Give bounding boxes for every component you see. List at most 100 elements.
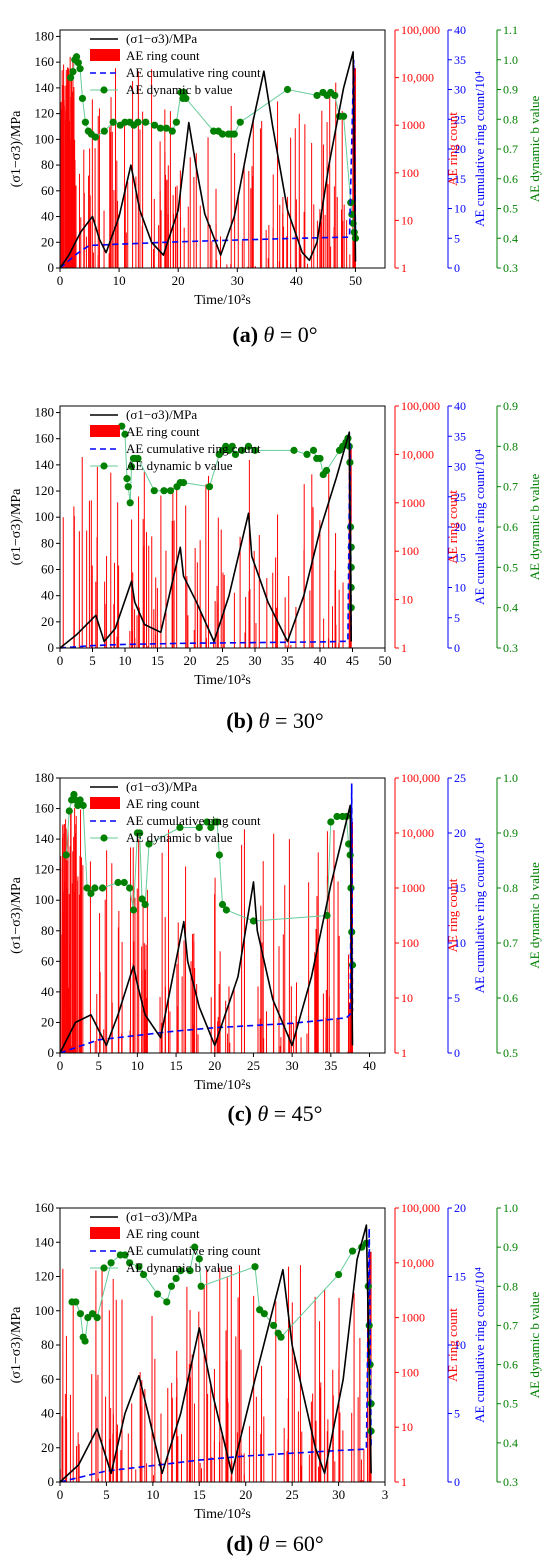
caption-c-theta: θ [257,1101,269,1126]
x-tick-label: 25 [216,653,229,668]
b-value-point [290,446,298,454]
caption-c-eq: = [268,1101,292,1126]
y-cum-tick-label: 35 [454,53,466,67]
y-cum-tick-label: 10 [454,202,466,216]
y-ring-tick-label: 1 [401,261,407,275]
y-left-tick-label: 40 [41,1406,54,1421]
x-tick-label: 30 [332,1487,345,1502]
b-value-point [260,1310,268,1318]
caption-c-value: 45° [291,1101,323,1126]
y-cum-tick-label: 20 [454,520,466,534]
x-tick-label: 5 [95,1058,102,1073]
y-b-tick-label: 1.0 [503,53,518,67]
y-cum-tick-label: 30 [454,460,466,474]
b-value-point [331,91,339,100]
y-ring-axis-label: AE ring count [445,490,460,564]
y-b-tick-label: 0.8 [503,439,518,453]
x-tick-label: 0 [57,273,64,288]
y-b-tick-label: 0.6 [503,991,518,1005]
b-value-point [177,1267,185,1275]
legend-ring-swatch [90,797,120,809]
b-value-point [277,1333,285,1341]
plot-frame [59,777,386,1054]
legend-b-label: AE dynamic b value [126,458,233,473]
b-value-point [160,487,168,495]
b-value-point [283,85,292,94]
y-left-tick-label: 100 [35,131,55,146]
b-value-point [150,121,159,129]
b-value-point [70,790,78,799]
x-tick-label: 0 [57,653,64,668]
y-b-axis-label: AE dynamic b value [527,96,542,203]
b-value-point [135,1263,143,1271]
y-ring-tick-label: 10,000 [401,1256,434,1270]
y-b-tick-label: 0.7 [503,480,518,494]
x-tick-label: 20 [184,653,197,668]
y-b-axis-label: AE dynamic b value [527,1292,542,1399]
y-b-tick-label: 0.5 [503,560,518,574]
b-value-point [74,59,82,67]
y-left-axis-label: (σ1−σ3)/MPa [9,110,24,187]
x-tick-label: 40 [314,653,327,668]
y-ring-axis-label: AE ring count [445,1308,460,1382]
b-value-point [205,483,214,491]
b-value-point [145,840,153,848]
x-tick-label: 35 [281,653,294,668]
y-b-tick-label: 0.9 [503,1240,518,1254]
y-cum-tick-label: 10 [454,936,466,950]
y-cum-tick-label: 10 [454,1338,466,1352]
legend-b-swatch-dot [100,462,108,470]
y-cum-tick-label: 20 [454,826,466,840]
legend-ring-label: AE ring count [126,424,200,439]
b-value-point [142,118,150,126]
b-value-point [322,466,331,475]
caption-b-eq: = [269,708,293,733]
y-left-tick-label: 60 [41,562,54,577]
x-tick-label: 40 [363,1058,376,1073]
y-ring-tick-label: 1000 [401,881,425,895]
y-left-tick-label: 80 [41,535,54,550]
b-value-point [69,68,77,76]
y-ring-tick-label: 100,000 [401,771,440,785]
x-tick-label: 15 [193,1487,206,1502]
y-left-tick-label: 20 [41,1014,54,1029]
y-b-tick-label: 0.7 [503,1318,518,1332]
legend-b-label: AE dynamic b value [126,1260,233,1275]
b-value-point [134,118,142,126]
b-value-point [309,446,318,454]
caption-d-eq: = [269,1531,293,1556]
legend-cum-label: AE cumulative ring count [126,65,261,80]
caption-b-label: (b) [226,708,254,733]
b-value-point [87,889,95,898]
b-value-point [340,112,348,120]
y-ring-tick-label: 1000 [401,1311,425,1325]
chart-b: 0 5 10 15 20 25 30 35 40 45 50Time/10²s02040608010… [9,399,542,688]
y-left-tick-label: 180 [35,770,55,785]
y-left-tick-label: 60 [41,183,54,198]
y-b-tick-label: 1.0 [503,771,518,785]
x-tick-label: 20 [172,273,185,288]
b-value-point [303,450,311,458]
x-tick-label: 10 [119,653,132,668]
y-cum-tick-label: 0 [454,261,460,275]
b-value-point [316,454,324,463]
y-cum-tick-label: 40 [454,23,466,37]
b-value-point [238,446,246,454]
b-value-point [350,228,358,236]
b-value-point [91,884,99,892]
legend-ring-swatch [90,49,120,61]
y-cum-axis-label: AE cumulative ring count/10⁴ [472,837,487,993]
caption-c: (c) θ = 45° [0,1101,550,1127]
y-left-tick-label: 120 [35,1269,55,1284]
legend-ring-label: AE ring count [126,48,200,63]
y-left-tick-label: 100 [35,892,55,907]
legend-b-label: AE dynamic b value [126,82,233,97]
b-value-point [348,1247,357,1255]
b-value-point [172,118,181,126]
y-left-axis-label: (σ1−σ3)/MPa [9,488,24,565]
x-tick-label: 50 [349,273,362,288]
x-tick-label: 25 [247,1058,260,1073]
b-value-point [76,796,84,804]
x-tick-label: 40 [290,273,303,288]
y-left-tick-label: 140 [35,1234,55,1249]
